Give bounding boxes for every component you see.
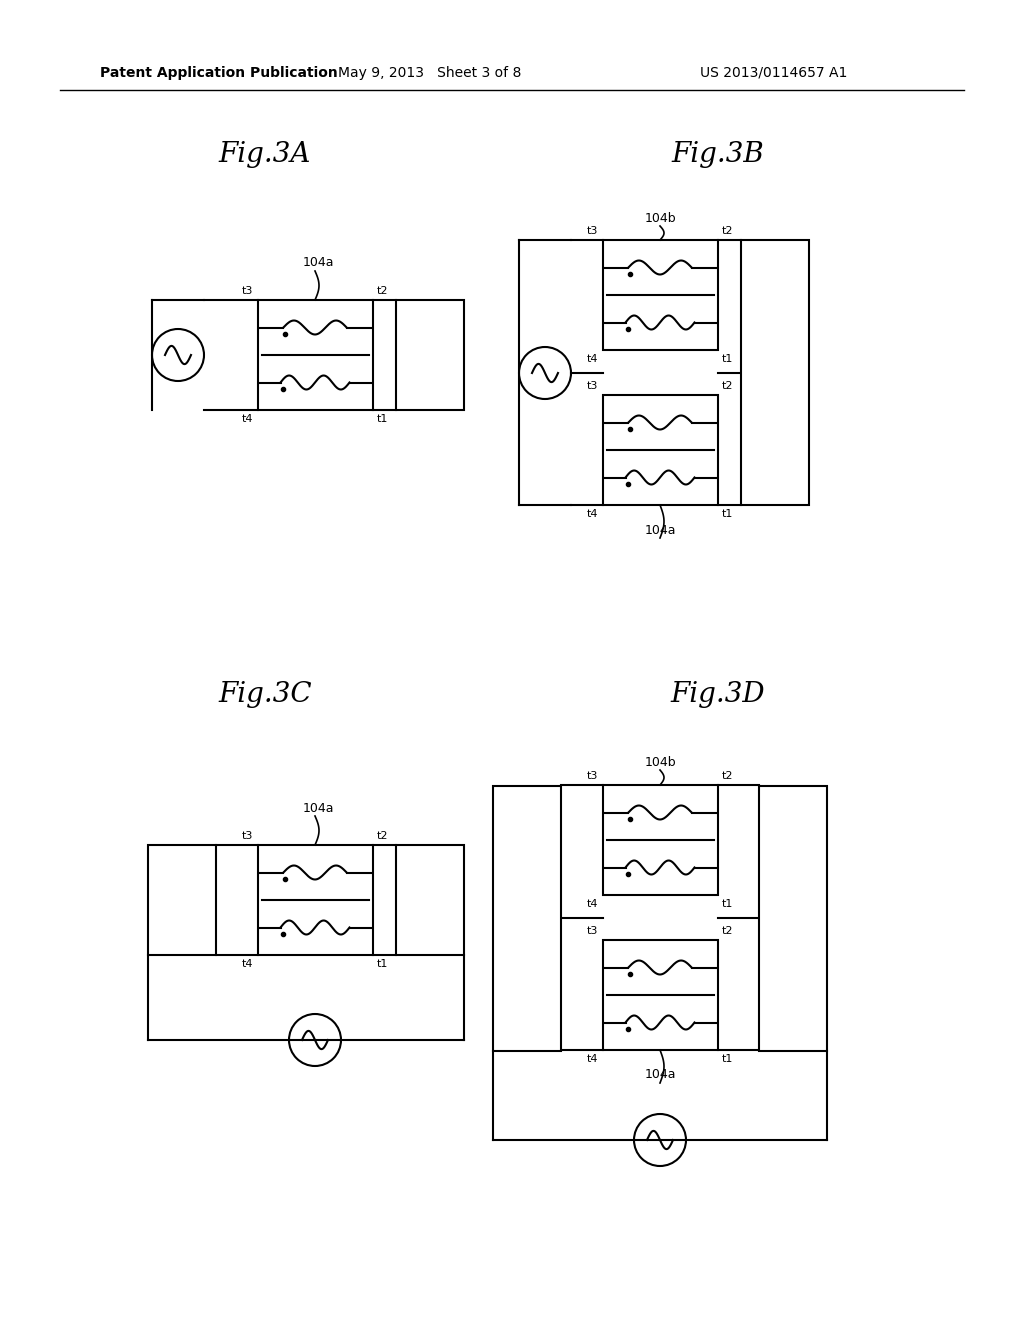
Text: t1: t1 bbox=[377, 414, 388, 424]
Text: Fig.3C: Fig.3C bbox=[218, 681, 312, 709]
Text: 104b: 104b bbox=[644, 211, 676, 224]
Text: t4: t4 bbox=[242, 960, 254, 969]
Bar bbox=[602, 940, 718, 1049]
Text: t1: t1 bbox=[722, 510, 733, 519]
Text: US 2013/0114657 A1: US 2013/0114657 A1 bbox=[700, 66, 848, 81]
Text: t2: t2 bbox=[722, 927, 733, 936]
Text: t4: t4 bbox=[587, 354, 598, 364]
Bar bbox=[148, 845, 216, 954]
Bar bbox=[741, 240, 809, 506]
Bar bbox=[493, 785, 561, 1051]
Text: t3: t3 bbox=[587, 226, 598, 236]
Text: 104a: 104a bbox=[644, 1068, 676, 1081]
Text: t2: t2 bbox=[722, 771, 733, 781]
Text: Fig.3A: Fig.3A bbox=[219, 141, 311, 169]
Bar bbox=[602, 395, 718, 506]
Bar bbox=[396, 845, 464, 954]
Text: t4: t4 bbox=[587, 510, 598, 519]
Text: t3: t3 bbox=[587, 381, 598, 391]
Text: t4: t4 bbox=[587, 1053, 598, 1064]
Bar bbox=[257, 845, 373, 954]
Text: t3: t3 bbox=[587, 927, 598, 936]
Bar bbox=[759, 785, 827, 1051]
Text: 104a: 104a bbox=[302, 801, 334, 814]
Text: t3: t3 bbox=[242, 832, 254, 841]
Text: t4: t4 bbox=[242, 414, 254, 424]
Bar bbox=[396, 300, 464, 411]
Text: May 9, 2013   Sheet 3 of 8: May 9, 2013 Sheet 3 of 8 bbox=[338, 66, 521, 81]
Text: 104b: 104b bbox=[644, 755, 676, 768]
Text: t3: t3 bbox=[587, 771, 598, 781]
Text: Fig.3B: Fig.3B bbox=[672, 141, 764, 169]
Text: t1: t1 bbox=[722, 1053, 733, 1064]
Text: t2: t2 bbox=[377, 286, 388, 296]
Text: t3: t3 bbox=[242, 286, 254, 296]
Text: 104a: 104a bbox=[644, 524, 676, 536]
Bar bbox=[602, 240, 718, 350]
Text: t1: t1 bbox=[377, 960, 388, 969]
Text: t2: t2 bbox=[722, 226, 733, 236]
Text: Fig.3D: Fig.3D bbox=[671, 681, 765, 709]
Text: t4: t4 bbox=[587, 899, 598, 909]
Text: Patent Application Publication: Patent Application Publication bbox=[100, 66, 338, 81]
Text: t2: t2 bbox=[722, 381, 733, 391]
Bar bbox=[257, 300, 373, 411]
Text: 104a: 104a bbox=[302, 256, 334, 269]
Text: t1: t1 bbox=[722, 899, 733, 909]
Text: t1: t1 bbox=[722, 354, 733, 364]
Text: t2: t2 bbox=[377, 832, 388, 841]
Bar bbox=[602, 785, 718, 895]
